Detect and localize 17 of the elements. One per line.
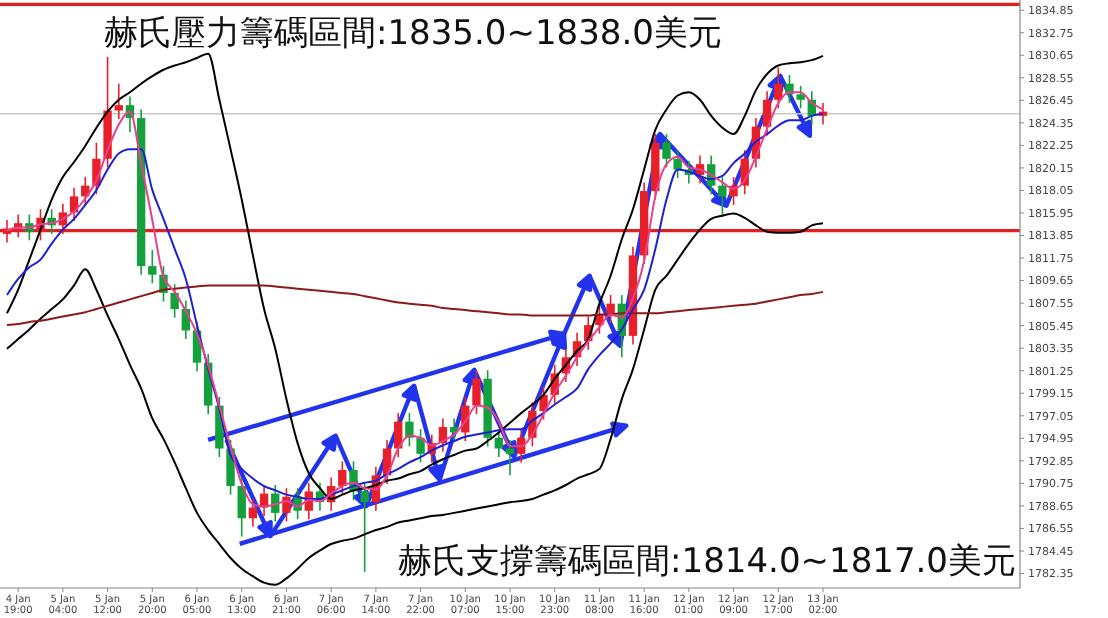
candlestick <box>148 249 157 285</box>
candlestick <box>360 482 369 573</box>
candlestick <box>338 460 347 496</box>
candlestick <box>662 133 671 169</box>
candlestick <box>170 283 179 319</box>
candlestick <box>796 85 805 110</box>
text: 赫氏壓力籌碼區間:1835.0~1838.0美元 <box>104 14 722 54</box>
candlestick <box>494 428 504 458</box>
candlestick <box>606 294 615 324</box>
annotation: 赫氏支撐籌碼區間:1814.0~1817.0美元 <box>398 542 1016 582</box>
candlestick <box>405 412 414 448</box>
candlestick <box>774 66 783 110</box>
candlestick <box>114 82 123 120</box>
candlestick <box>472 369 481 415</box>
candlestick <box>673 149 682 179</box>
candlestick <box>718 176 727 216</box>
candlestick <box>416 428 425 464</box>
